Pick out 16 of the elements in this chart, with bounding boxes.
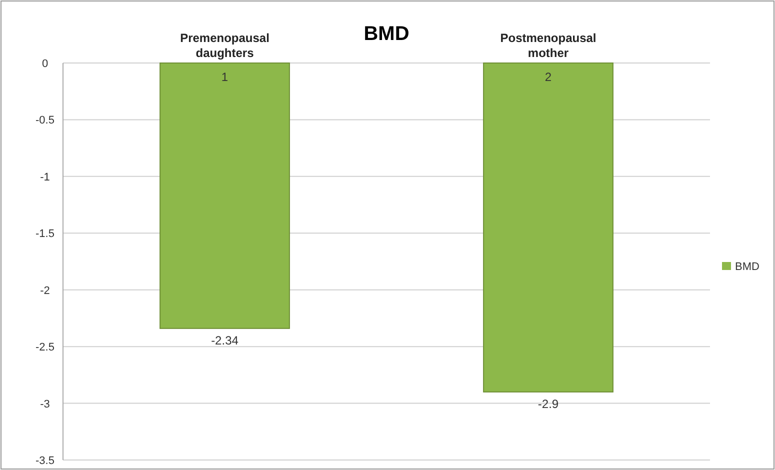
x-tick-label: 2	[544, 70, 552, 84]
annotation: Postmenopausal mother	[500, 31, 596, 60]
y-tick-label: -3.5	[36, 455, 54, 467]
y-tick-label: -3	[40, 398, 50, 410]
chart-title: BMD	[364, 23, 410, 45]
y-tick-label: -0.5	[36, 114, 54, 127]
data-label: -2.34	[211, 333, 239, 348]
legend-label: BMD	[735, 261, 760, 273]
data-label: -2.9	[538, 396, 559, 411]
y-tick-label: -1	[40, 171, 50, 184]
y-tick-label: -2	[40, 284, 50, 297]
y-tick-label: -2.5	[36, 342, 54, 354]
y-tick-label: -1.5	[36, 228, 54, 240]
x-tick-label: 1	[221, 70, 228, 84]
annotation: Premenopausal daughters	[180, 31, 270, 60]
y-tick-label: 0	[42, 58, 48, 70]
